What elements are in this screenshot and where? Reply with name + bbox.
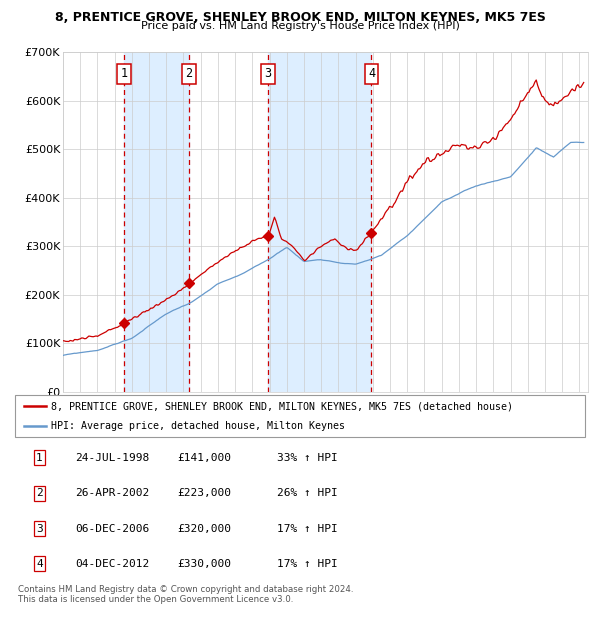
Text: £330,000: £330,000 [178,559,232,569]
Text: 8, PRENTICE GROVE, SHENLEY BROOK END, MILTON KEYNES, MK5 7ES (detached house): 8, PRENTICE GROVE, SHENLEY BROOK END, MI… [51,401,513,411]
Text: 3: 3 [36,523,43,534]
Text: 1: 1 [36,453,43,463]
Text: 2: 2 [36,488,43,498]
Text: 2: 2 [185,68,193,81]
Text: This data is licensed under the Open Government Licence v3.0.: This data is licensed under the Open Gov… [18,595,293,604]
Text: 3: 3 [265,68,272,81]
Text: 26-APR-2002: 26-APR-2002 [75,488,149,498]
Text: Contains HM Land Registry data © Crown copyright and database right 2024.: Contains HM Land Registry data © Crown c… [18,585,353,595]
Bar [268,52,371,392]
Text: 4: 4 [368,68,375,81]
Text: 06-DEC-2006: 06-DEC-2006 [75,523,149,534]
FancyBboxPatch shape [15,395,585,437]
Text: £223,000: £223,000 [178,488,232,498]
Text: 17% ↑ HPI: 17% ↑ HPI [277,559,338,569]
Text: 17% ↑ HPI: 17% ↑ HPI [277,523,338,534]
Text: HPI: Average price, detached house, Milton Keynes: HPI: Average price, detached house, Milt… [51,421,345,431]
Text: £320,000: £320,000 [178,523,232,534]
Text: 4: 4 [36,559,43,569]
Text: 33% ↑ HPI: 33% ↑ HPI [277,453,338,463]
Text: 1: 1 [121,68,128,81]
Text: 26% ↑ HPI: 26% ↑ HPI [277,488,338,498]
Text: 8, PRENTICE GROVE, SHENLEY BROOK END, MILTON KEYNES, MK5 7ES: 8, PRENTICE GROVE, SHENLEY BROOK END, MI… [55,11,545,24]
Text: £141,000: £141,000 [178,453,232,463]
Text: Price paid vs. HM Land Registry's House Price Index (HPI): Price paid vs. HM Land Registry's House … [140,21,460,31]
Text: 24-JUL-1998: 24-JUL-1998 [75,453,149,463]
Text: 04-DEC-2012: 04-DEC-2012 [75,559,149,569]
Bar [124,52,189,392]
